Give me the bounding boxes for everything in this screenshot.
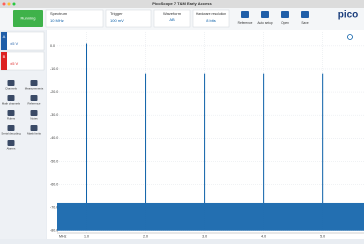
toolbar-button-label: Auto setup [257, 21, 272, 25]
channel-box[interactable] [0, 51, 45, 71]
toolbar-button-label: Open [281, 21, 289, 25]
title-bar [0, 0, 364, 8]
tool-label: Channels [5, 87, 17, 91]
zoom-button[interactable] [12, 2, 16, 6]
tool-label: Math channels [2, 102, 21, 106]
tool-icon[interactable] [7, 125, 15, 131]
x-unit-label: MHz [59, 234, 67, 238]
run-label: Running [21, 16, 36, 21]
tool-icon[interactable] [7, 95, 15, 101]
tool-icon[interactable] [7, 140, 15, 146]
y-tick-label: -20.0 [50, 90, 58, 94]
tool-label: Measurements [25, 87, 44, 91]
tool-icon[interactable] [30, 110, 38, 116]
toolbar-icon[interactable] [281, 11, 289, 18]
resolution-value: 8 bits [206, 18, 216, 23]
x-tick-label: 2.0 [143, 234, 148, 238]
y-tick-label: -70.0 [50, 206, 58, 210]
channel-box[interactable] [0, 31, 45, 51]
zoom-tool[interactable] [347, 34, 353, 40]
toolbar-button-label: Save [301, 21, 308, 25]
tool-label: Reference [28, 102, 41, 106]
trigger-label: Trigger [110, 11, 123, 16]
noise-floor [57, 202, 364, 231]
y-tick-label: -60.0 [50, 182, 58, 186]
tool-label: Serial decoding [1, 132, 21, 136]
waveform-label: Waveform [163, 11, 182, 16]
x-tick-label: 5.0 [320, 234, 325, 238]
tool-label: Rulers [7, 117, 16, 121]
trigger-box[interactable] [105, 9, 152, 28]
waveform-box[interactable] [153, 9, 191, 28]
y-tick-label: -10.0 [50, 67, 58, 71]
app-window: PicoScope 7 T&M Early Access Running Spe… [0, 0, 364, 239]
trigger-level: 100 mV [110, 18, 124, 23]
toolbar-icon[interactable] [261, 11, 269, 18]
tool-label: Mask limits [27, 132, 41, 136]
tool-icon[interactable] [7, 80, 15, 86]
y-tick-label: -30.0 [50, 113, 58, 117]
logo: pico [338, 10, 359, 21]
toolbar-icon[interactable] [301, 11, 309, 18]
window-title: PicoScope 7 T&M Early Access [152, 1, 212, 6]
tool-icon[interactable] [30, 95, 38, 101]
channel-tag [1, 32, 7, 50]
x-tick-label: 3.0 [202, 234, 207, 238]
mode-label: Spectrum [50, 11, 68, 16]
tool-label: Notes [30, 117, 38, 121]
channel-range: ±5 V [10, 61, 19, 66]
y-tick-label: -40.0 [50, 136, 58, 140]
tool-icon[interactable] [7, 110, 15, 116]
span-label: 10 MHz [50, 18, 64, 23]
channel-range: ±5 V [10, 41, 19, 46]
channel-tag [1, 52, 7, 70]
y-tick-label: 0.0 [50, 44, 55, 48]
resolution-box[interactable] [192, 9, 230, 28]
channel-name: A [3, 34, 6, 39]
y-tick-label: -80.0 [50, 229, 58, 233]
y-tick-label: -50.0 [50, 159, 58, 163]
x-tick-label: 1.0 [84, 234, 89, 238]
waveform-value: AB [169, 17, 175, 22]
mode-box[interactable] [45, 9, 104, 28]
tool-icon[interactable] [30, 80, 38, 86]
tool-icon[interactable] [30, 125, 38, 131]
resolution-label: Hardware resolution [196, 12, 226, 16]
toolbar-button-label: Reference [238, 21, 253, 25]
minimize-button[interactable] [7, 2, 11, 6]
channel-name: B [3, 54, 6, 59]
close-button[interactable] [2, 2, 6, 6]
x-tick-label: 4.0 [261, 234, 266, 238]
toolbar-icon[interactable] [241, 11, 249, 18]
tool-label: Alarms [7, 147, 16, 151]
run-button[interactable] [13, 10, 43, 27]
